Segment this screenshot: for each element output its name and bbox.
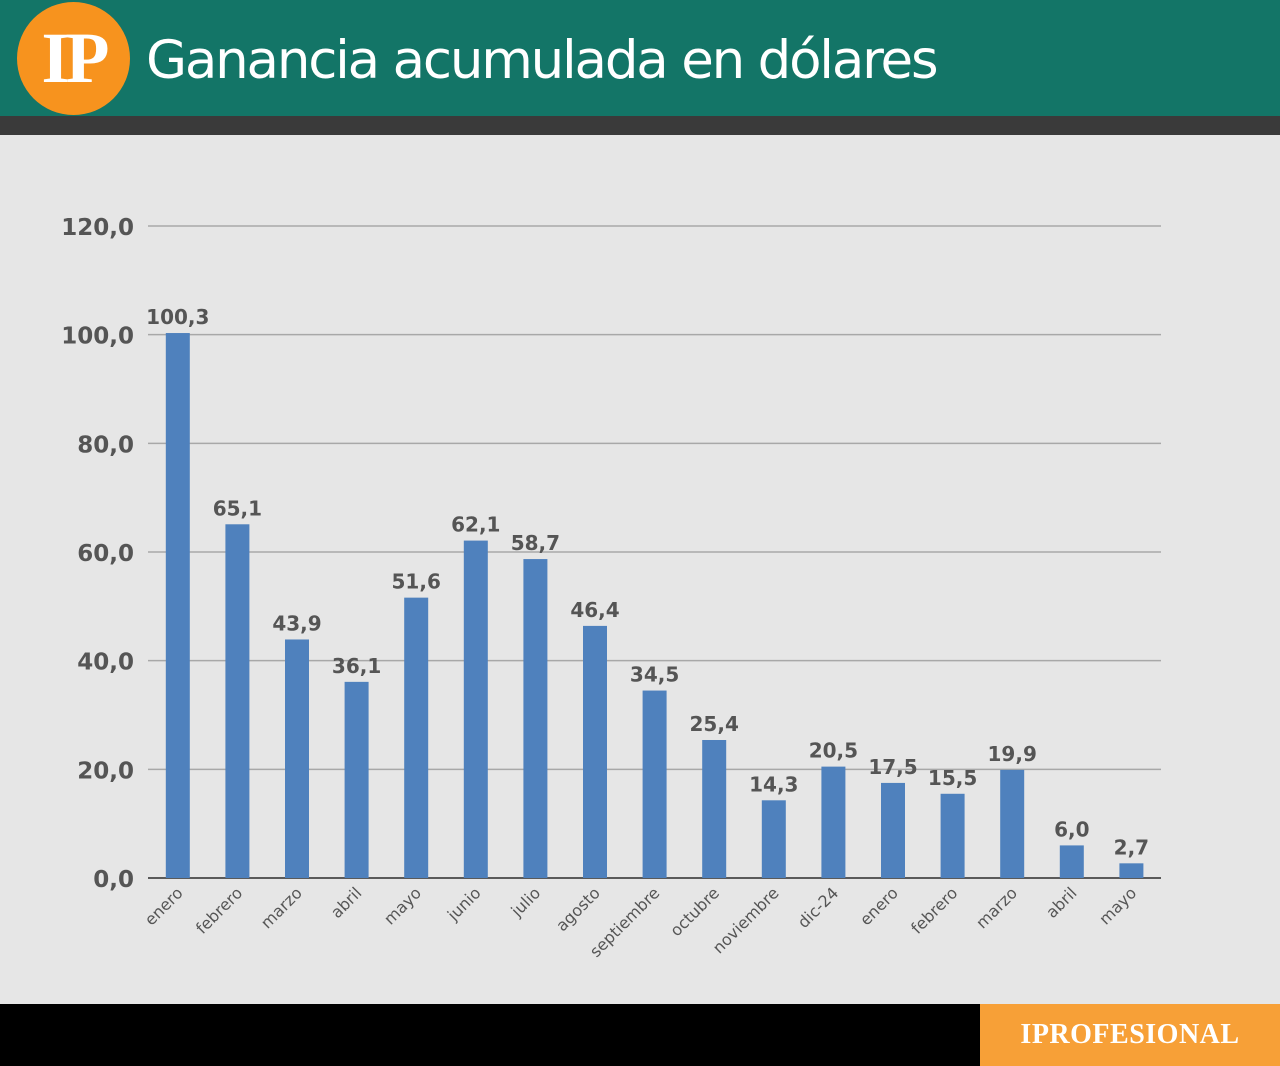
- header-bar: IP Ganancia acumulada en dólares: [0, 0, 1280, 135]
- value-labels: 100,3 65,1 43,9 36,1 51,6 62,1 58,7 46,4 34,5 25,…: [146, 305, 1149, 859]
- data-label: 65,1: [213, 496, 262, 520]
- y-tick-label: 0,0: [93, 867, 134, 893]
- y-tick-label: 80,0: [77, 432, 134, 458]
- bar: [463, 540, 488, 878]
- logo-text: IP: [41, 18, 110, 98]
- bar: [285, 639, 309, 878]
- y-tick-label: 120,0: [61, 215, 134, 241]
- bar: [1000, 769, 1025, 878]
- bar: [702, 739, 727, 878]
- y-tick-label: 40,0: [77, 650, 134, 676]
- bar: [165, 333, 190, 878]
- data-label: 19,9: [988, 742, 1037, 766]
- x-tick-label: febrero: [192, 883, 246, 937]
- footer-bar: IPROFESIONAL: [0, 1004, 1280, 1066]
- x-tick-label: octubre: [666, 883, 723, 940]
- bar: [225, 524, 250, 878]
- x-tick-label: marzo: [257, 883, 306, 932]
- bar: [761, 800, 786, 878]
- data-label: 15,5: [928, 766, 977, 790]
- header-band: [0, 0, 1280, 116]
- x-tick-label: mayo: [1095, 883, 1140, 928]
- data-label: 100,3: [146, 305, 209, 329]
- bar: [821, 766, 846, 878]
- bar: [344, 681, 369, 878]
- data-label: 46,4: [570, 598, 619, 622]
- footer-brand-box: IPROFESIONAL: [980, 1004, 1280, 1066]
- x-tick-label: julio: [507, 883, 545, 921]
- data-label: 25,4: [690, 712, 739, 736]
- x-tick-label: enero: [856, 883, 902, 929]
- data-label: 6,0: [1054, 817, 1089, 841]
- bar: [1119, 863, 1144, 878]
- data-label: 20,5: [809, 739, 858, 763]
- bar: [940, 793, 965, 878]
- data-label: 34,5: [630, 663, 679, 687]
- bar: [642, 690, 667, 878]
- x-tick-label: junio: [443, 883, 485, 925]
- footer-brand-logo: IPROFESIONAL: [1020, 1019, 1240, 1050]
- data-label: 17,5: [868, 755, 917, 779]
- y-tick-label: 100,0: [61, 324, 134, 350]
- bar: [881, 782, 905, 878]
- chart-area: 0,0 20,0 40,0 60,0 80,0 100,0 120,0 100,3 65,1 4…: [0, 135, 1280, 1004]
- data-label: 2,7: [1114, 835, 1149, 859]
- bar: [523, 559, 548, 878]
- data-label: 58,7: [511, 531, 560, 555]
- bars: [165, 333, 1144, 878]
- data-label: 51,6: [392, 570, 441, 594]
- x-axis-ticks: enero febrero marzo abril mayo junio julio agos…: [141, 883, 1140, 961]
- y-tick-label: 60,0: [77, 541, 134, 567]
- x-tick-label: febrero: [907, 883, 961, 937]
- data-label: 14,3: [749, 772, 798, 796]
- ip-logo: IP: [17, 2, 130, 115]
- bar: [1059, 845, 1084, 878]
- x-tick-label: dic-24: [794, 883, 842, 931]
- x-tick-label: abril: [1042, 883, 1080, 921]
- x-tick-label: marzo: [972, 883, 1021, 932]
- data-label: 43,9: [272, 611, 321, 635]
- chart-title: Ganancia acumulada en dólares: [146, 30, 939, 91]
- bar: [583, 625, 607, 878]
- data-label: 36,1: [332, 654, 381, 678]
- y-axis-ticks: 0,0 20,0 40,0 60,0 80,0 100,0 120,0: [61, 215, 134, 893]
- bar: [404, 597, 429, 878]
- y-tick-label: 20,0: [77, 758, 134, 784]
- x-tick-label: abril: [327, 883, 365, 921]
- x-tick-label: agosto: [552, 883, 604, 935]
- data-label: 62,1: [451, 513, 500, 537]
- bar-chart: 0,0 20,0 40,0 60,0 80,0 100,0 120,0 100,3 65,1 4…: [61, 215, 1161, 961]
- x-tick-label: mayo: [380, 883, 425, 928]
- x-tick-label: enero: [141, 883, 187, 929]
